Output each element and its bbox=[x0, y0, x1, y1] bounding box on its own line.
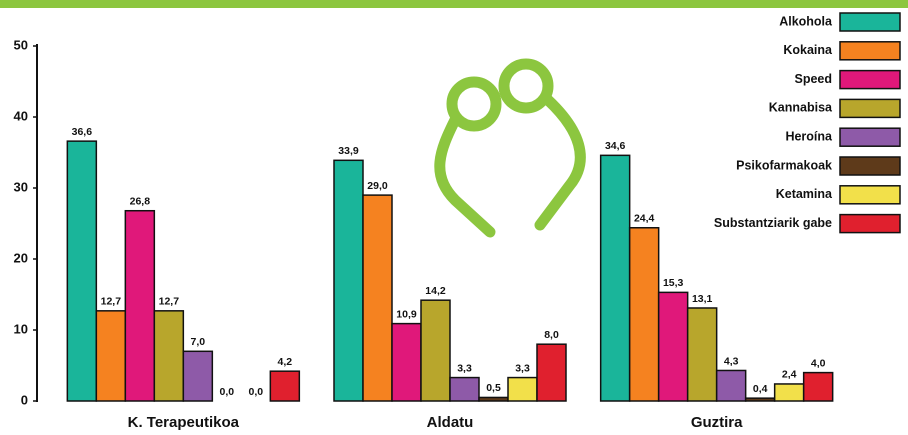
value-label: 2,4 bbox=[782, 369, 797, 381]
value-label: 10,9 bbox=[396, 308, 417, 320]
bar bbox=[420, 299, 451, 402]
value-label: 0,4 bbox=[753, 383, 768, 395]
y-tick-label: 0 bbox=[21, 392, 28, 407]
legend-label: Alkohola bbox=[779, 14, 833, 28]
value-label: 0,0 bbox=[249, 386, 264, 398]
bar bbox=[95, 310, 127, 402]
y-tick-label: 30 bbox=[14, 179, 28, 194]
bar bbox=[153, 310, 185, 402]
legend-label: Substantziarik gabe bbox=[714, 216, 832, 230]
value-label: 26,8 bbox=[130, 196, 151, 208]
value-label: 14,2 bbox=[425, 285, 446, 297]
bar bbox=[599, 154, 631, 402]
bar bbox=[628, 227, 660, 402]
bar bbox=[744, 397, 776, 402]
value-label: 0,0 bbox=[220, 386, 235, 398]
bar bbox=[182, 350, 214, 402]
legend-label: Speed bbox=[794, 72, 832, 86]
value-label: 8,0 bbox=[544, 329, 559, 341]
value-label: 7,0 bbox=[191, 336, 206, 348]
bar bbox=[686, 307, 718, 402]
value-label: 4,0 bbox=[811, 357, 826, 369]
legend-swatch bbox=[839, 69, 901, 90]
legend-swatch bbox=[839, 12, 901, 32]
legend-label: Psikofarmakoak bbox=[736, 158, 832, 172]
legend-swatch bbox=[839, 156, 901, 176]
value-label: 3,3 bbox=[457, 362, 472, 374]
bar bbox=[657, 291, 689, 402]
legend-label: Kannabisa bbox=[769, 101, 833, 115]
value-label: 4,3 bbox=[724, 355, 739, 367]
legend-label: Kokaina bbox=[783, 43, 833, 57]
bar bbox=[802, 371, 834, 402]
value-label: 12,7 bbox=[101, 296, 122, 308]
bar bbox=[478, 396, 509, 402]
top-band bbox=[0, 0, 908, 8]
value-label: 29,0 bbox=[367, 180, 388, 192]
x-tick-label: K. Terapeutikoa bbox=[128, 414, 240, 431]
bar bbox=[269, 370, 301, 402]
bar bbox=[507, 376, 538, 402]
legend-swatch bbox=[839, 127, 901, 147]
legend-swatch bbox=[839, 213, 901, 234]
value-label: 24,4 bbox=[634, 213, 655, 225]
bar bbox=[66, 140, 98, 402]
value-label: 3,3 bbox=[515, 362, 530, 374]
legend-swatch bbox=[839, 41, 901, 61]
x-tick-label: Aldatu bbox=[427, 414, 474, 431]
bar bbox=[391, 322, 422, 402]
value-label: 34,6 bbox=[605, 140, 626, 152]
legend-swatch bbox=[839, 185, 901, 205]
bar bbox=[124, 209, 156, 402]
bar bbox=[536, 343, 567, 402]
bar bbox=[362, 194, 393, 402]
bar bbox=[333, 159, 364, 402]
y-tick-label: 40 bbox=[14, 108, 28, 123]
value-label: 12,7 bbox=[159, 296, 180, 308]
bar bbox=[449, 376, 480, 402]
value-label: 15,3 bbox=[663, 277, 684, 289]
y-tick-label: 10 bbox=[14, 321, 28, 336]
value-label: 36,6 bbox=[72, 126, 93, 138]
bar bbox=[715, 369, 747, 402]
legend-label: Ketamina bbox=[776, 187, 833, 201]
y-tick-label: 50 bbox=[14, 37, 28, 52]
bar bbox=[773, 383, 805, 402]
x-tick-label: Guztira bbox=[691, 414, 743, 431]
value-label: 33,9 bbox=[338, 145, 359, 157]
value-label: 13,1 bbox=[692, 293, 713, 305]
value-label: 0,5 bbox=[486, 382, 501, 394]
value-label: 4,2 bbox=[278, 356, 293, 368]
logo-icon bbox=[434, 58, 586, 238]
legend-swatch bbox=[839, 98, 901, 119]
y-tick-label: 20 bbox=[14, 250, 28, 265]
legend-label: Heroína bbox=[785, 129, 833, 143]
